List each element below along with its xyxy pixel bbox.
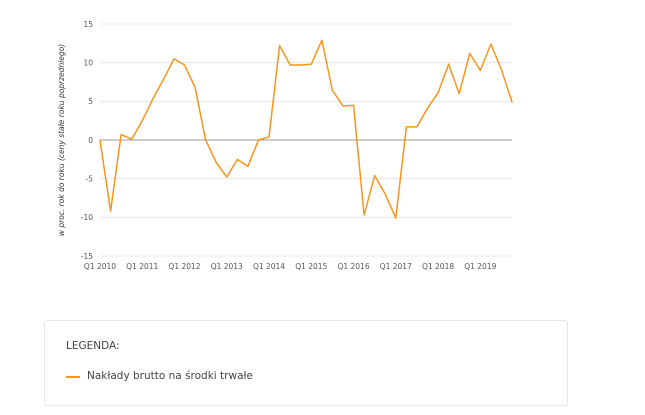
x-tick-label: Q1 2014 (253, 262, 285, 271)
y-tick-label: 15 (83, 20, 93, 29)
series-group (99, 39, 513, 219)
y-tick-label: 0 (88, 136, 93, 145)
x-tick-label: Q1 2017 (380, 262, 412, 271)
x-tick-label: Q1 2016 (337, 262, 369, 271)
series-line (99, 39, 513, 219)
y-tick-label: 10 (83, 58, 93, 67)
legend-label: Nakłady brutto na środki trwałe (87, 370, 253, 382)
y-tick-label: -10 (81, 213, 93, 222)
x-tick-label: Q1 2010 (84, 262, 116, 271)
x-tick-label: Q1 2012 (168, 262, 200, 271)
x-tick-label: Q1 2015 (295, 262, 327, 271)
legend-title: LEGENDA: (66, 340, 120, 352)
x-axis-ticks: Q1 2010 Q1 2011 Q1 2012 Q1 2013 Q1 2014 Q1 20… (84, 262, 497, 271)
x-tick-label: Q1 2019 (464, 262, 496, 271)
x-tick-label: Q1 2013 (211, 262, 243, 271)
x-tick-label: Q1 2018 (422, 262, 454, 271)
y-axis-ticks: -15 -10 -5 0 5 10 15 (81, 20, 93, 261)
y-tick-label: -5 (86, 174, 94, 183)
y-axis-label: w proc. rok do roku (ceny stałe roku pop… (57, 44, 66, 236)
y-tick-label: -15 (81, 252, 93, 261)
x-tick-label: Q1 2011 (126, 262, 158, 271)
legend: LEGENDA: Nakłady brutto na środki trwałe (44, 320, 568, 406)
gridlines (100, 23, 512, 257)
y-tick-label: 5 (88, 97, 93, 106)
legend-swatch (66, 376, 80, 378)
